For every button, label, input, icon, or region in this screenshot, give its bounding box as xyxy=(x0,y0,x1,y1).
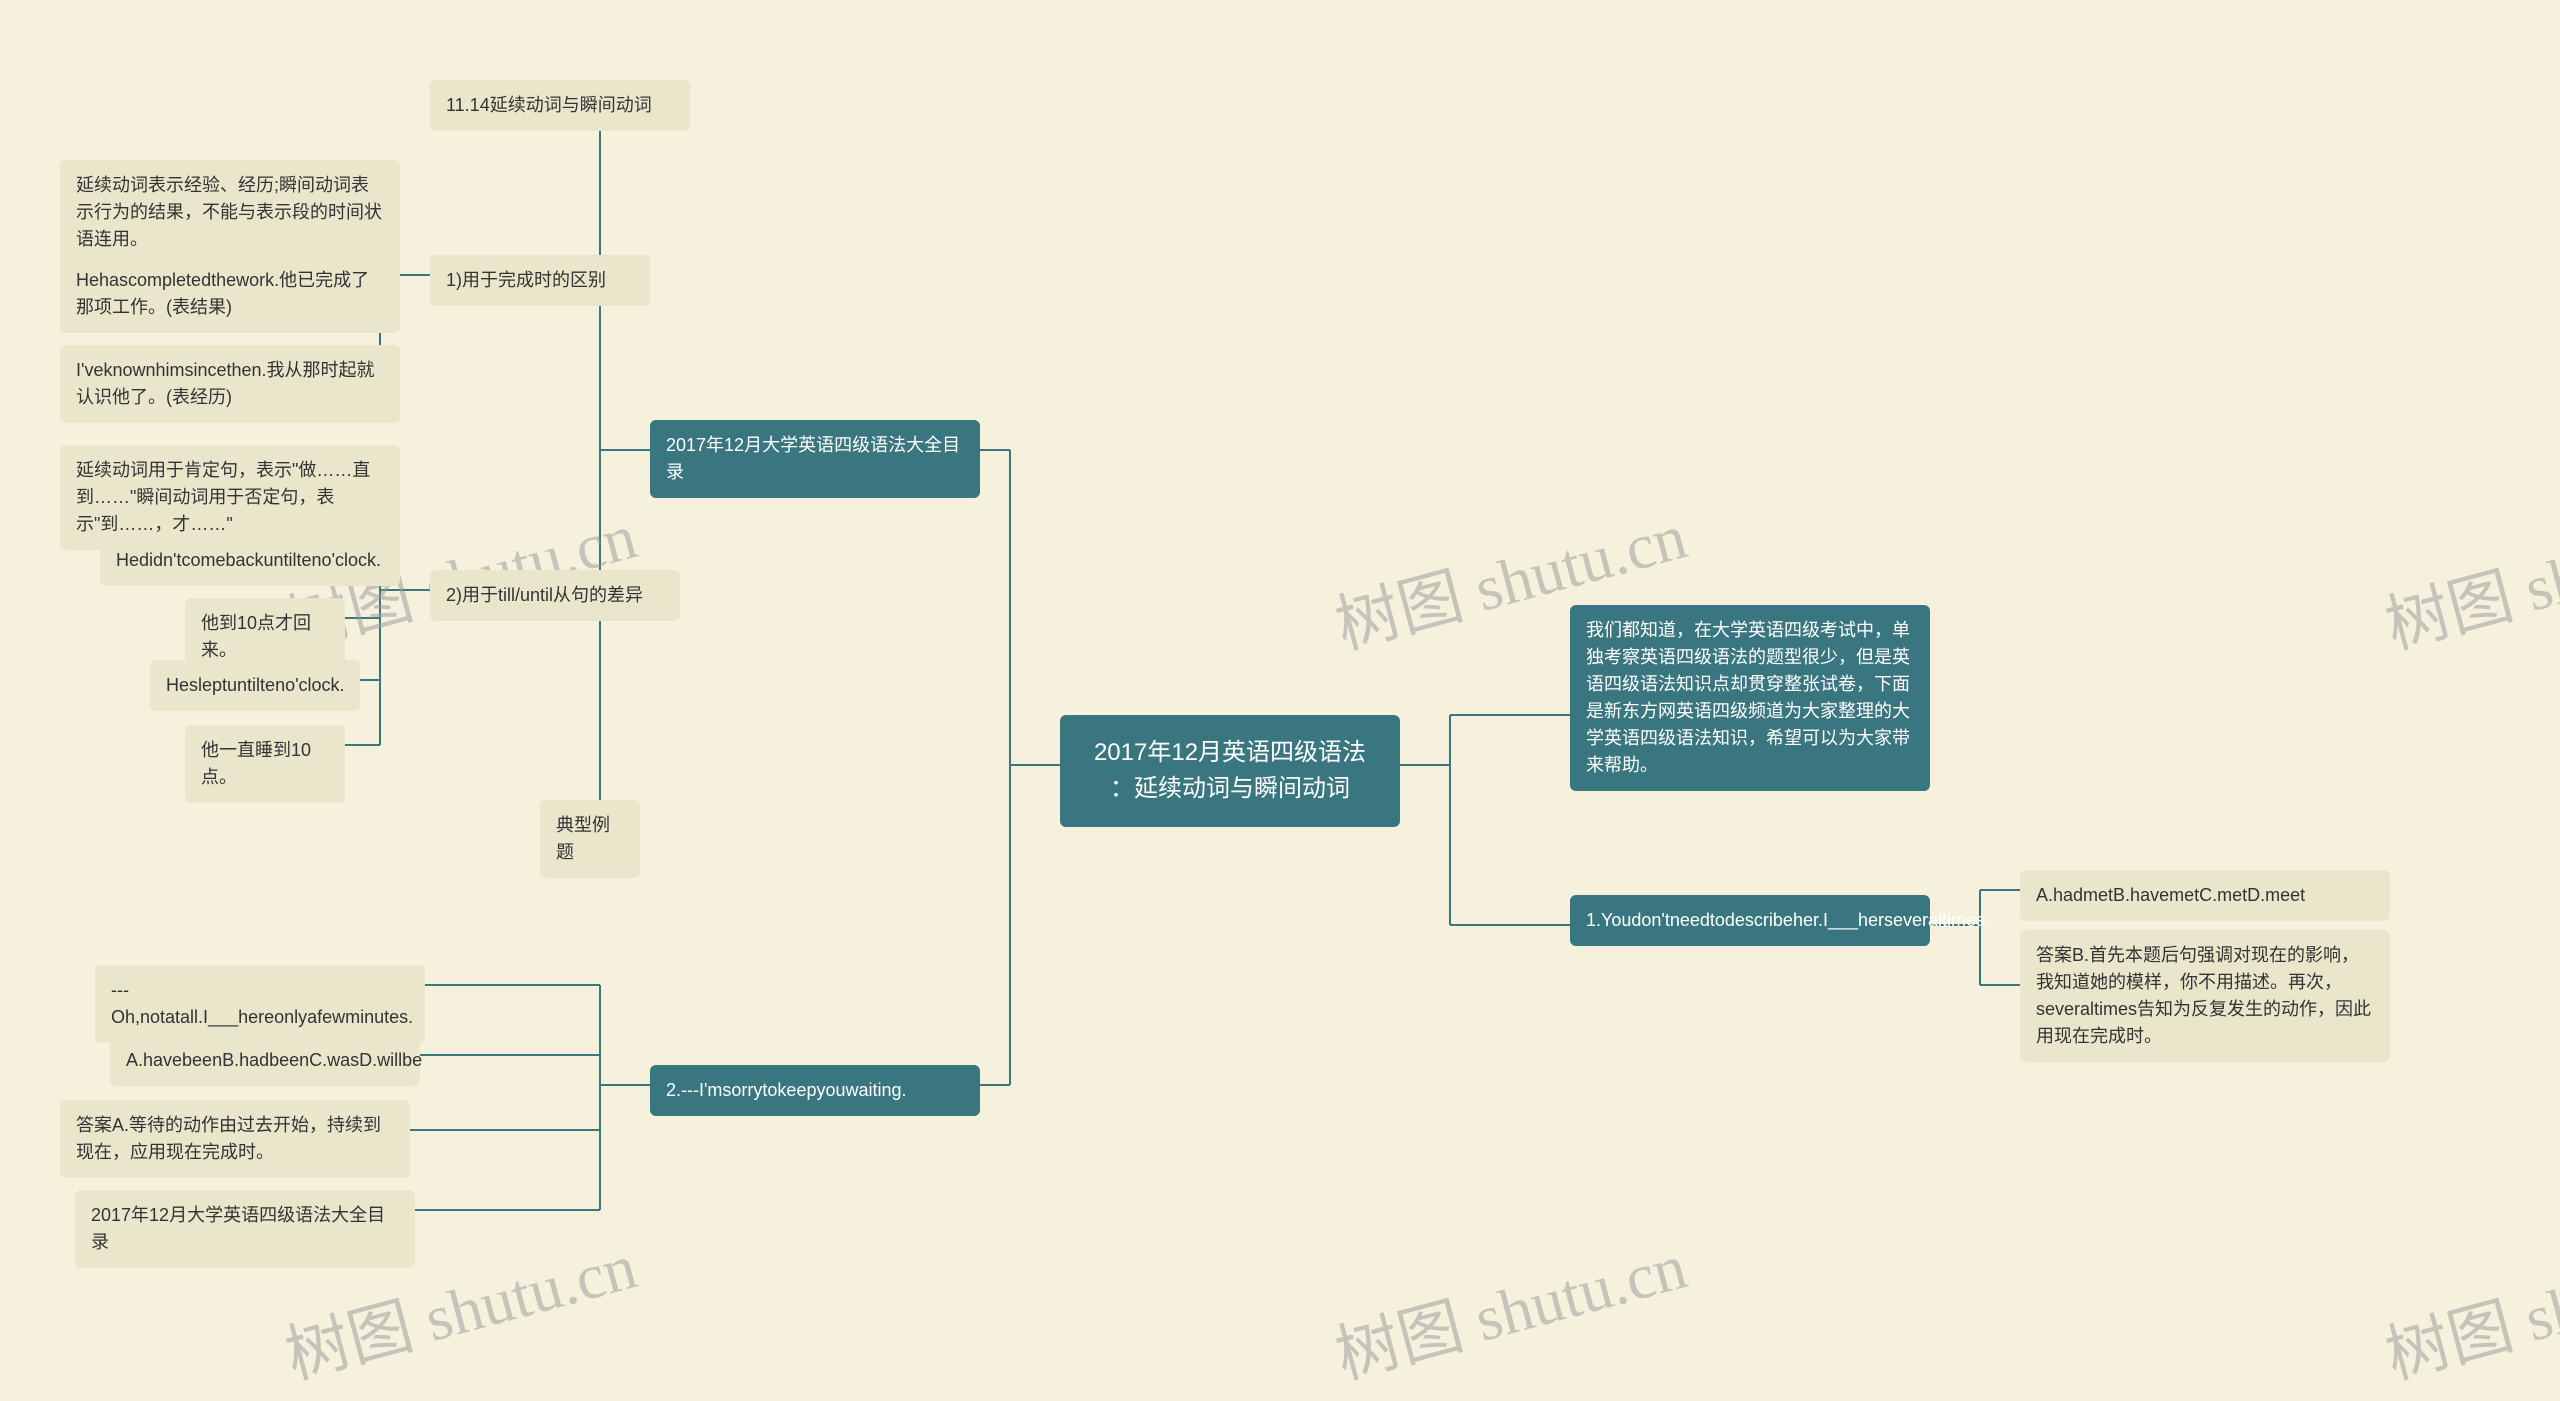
mindmap-node-r2a[interactable]: A.hadmetB.havemetC.metD.meet xyxy=(2020,870,2390,921)
mindmap-root-node[interactable]: 2017年12月英语四级语法：延续动词与瞬间动词 xyxy=(1060,715,1400,827)
mindmap-node-l2d[interactable]: 2017年12月大学英语四级语法大全目录 xyxy=(75,1190,415,1268)
mindmap-node-l1b1[interactable]: 延续动词表示经验、经历;瞬间动词表示行为的结果，不能与表示段的时间状语连用。 xyxy=(60,160,400,265)
watermark: 树图 shutu.cn xyxy=(2374,1215,2560,1397)
mindmap-node-r2[interactable]: 1.Youdon'tneedtodescribeher.I___hersever… xyxy=(1570,895,1930,946)
mindmap-node-l1b[interactable]: 1)用于完成时的区别 xyxy=(430,255,650,306)
mindmap-node-l2[interactable]: 2.---I'msorrytokeepyouwaiting. xyxy=(650,1065,980,1116)
watermark: 树图 shutu.cn xyxy=(2374,485,2560,667)
mindmap-node-l1a[interactable]: 11.14延续动词与瞬间动词 xyxy=(430,80,690,131)
mindmap-node-l1b3[interactable]: I'veknownhimsincethen.我从那时起就认识他了。(表经历) xyxy=(60,345,400,423)
mindmap-node-l1c4[interactable]: Hesleptuntilteno'clock. xyxy=(150,660,360,711)
mindmap-node-l1c2[interactable]: Hedidn'tcomebackuntilteno'clock. xyxy=(100,535,400,586)
mindmap-node-l2a[interactable]: ---Oh,notatall.I___hereonlyafewminutes. xyxy=(95,965,425,1043)
mindmap-node-r1[interactable]: 我们都知道，在大学英语四级考试中，单独考察英语四级语法的题型很少，但是英语四级语… xyxy=(1570,605,1930,791)
mindmap-node-l1d[interactable]: 典型例题 xyxy=(540,800,640,878)
mindmap-node-l1c5[interactable]: 他一直睡到10点。 xyxy=(185,725,345,803)
mindmap-node-r2b[interactable]: 答案B.首先本题后句强调对现在的影响，我知道她的模样，你不用描述。再次，seve… xyxy=(2020,930,2390,1062)
mindmap-node-l1[interactable]: 2017年12月大学英语四级语法大全目录 xyxy=(650,420,980,498)
mindmap-node-l2b[interactable]: A.havebeenB.hadbeenC.wasD.willbe xyxy=(110,1035,420,1086)
watermark: 树图 shutu.cn xyxy=(1324,1215,1695,1397)
mindmap-node-l1c[interactable]: 2)用于till/until从句的差异 xyxy=(430,570,680,621)
mindmap-node-l2c[interactable]: 答案A.等待的动作由过去开始，持续到现在，应用现在完成时。 xyxy=(60,1100,410,1178)
mindmap-node-l1b2[interactable]: Hehascompletedthework.他已完成了那项工作。(表结果) xyxy=(60,255,400,333)
